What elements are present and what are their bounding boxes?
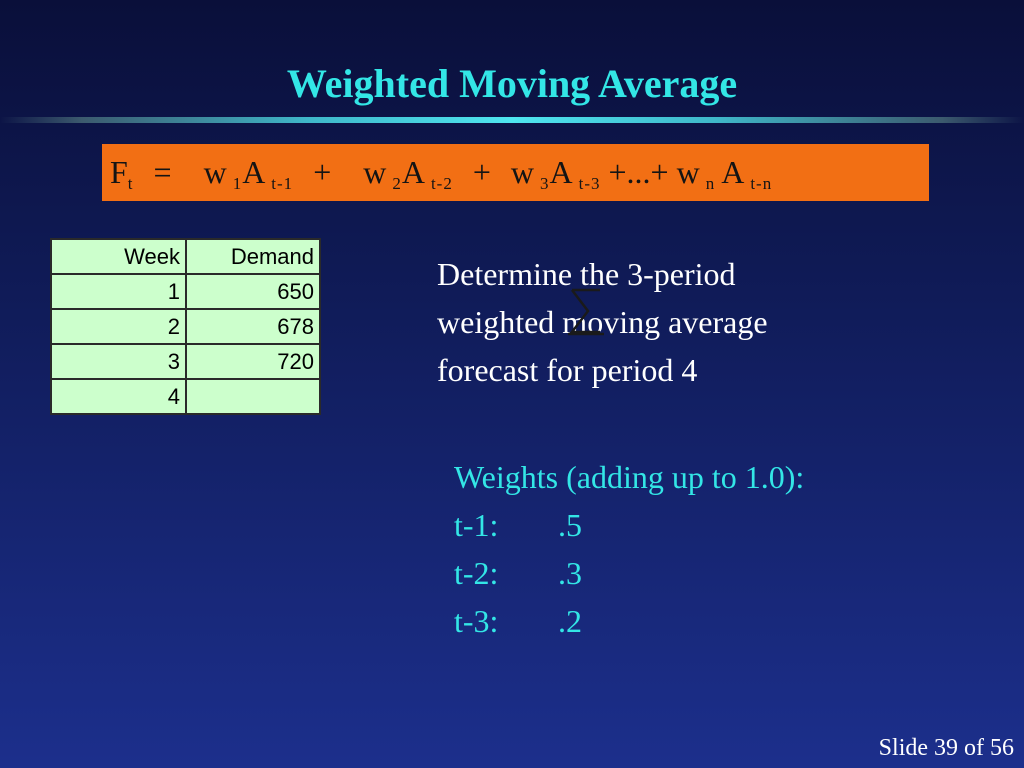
weight-label: t-3: — [454, 603, 499, 639]
weight-value: .5 — [558, 507, 582, 543]
table-cell-demand: 720 — [185, 343, 321, 380]
weight-value: .2 — [558, 603, 582, 639]
formula-wn: w — [676, 154, 700, 190]
formula-w2-sub: 2 — [392, 174, 402, 193]
weight-value: .3 — [558, 555, 582, 591]
table-row: 4 — [50, 378, 321, 415]
formula-An-sub: t-n — [750, 174, 773, 193]
formula-w3-sub: 3 — [540, 174, 550, 193]
formula-F-sub: t — [127, 174, 134, 193]
formula-w3: w — [510, 154, 534, 190]
table-cell-demand: 650 — [185, 273, 321, 310]
table-cell-week: 4 — [50, 378, 187, 415]
weight-row: t-2: .3 — [454, 549, 954, 597]
formula-ellipsis: +...+ — [608, 154, 669, 190]
weight-label: t-2: — [454, 555, 499, 591]
formula-A1-sub: t-1 — [271, 174, 294, 193]
table-cell-demand: 678 — [185, 308, 321, 345]
formula-w1-sub: 1 — [232, 174, 243, 193]
table-row: 2 678 — [50, 308, 321, 345]
table-header-row: Week Demand — [50, 238, 321, 275]
table-row: 3 720 — [50, 343, 321, 380]
weights-heading: Weights (adding up to 1.0): — [454, 459, 805, 495]
question-text: Determine the 3-period weighted moving a… — [437, 250, 887, 394]
formula-plus-2: + — [472, 154, 491, 190]
table-cell-demand — [185, 378, 321, 415]
slide-title: Weighted Moving Average — [286, 61, 738, 106]
table-cell-week: 3 — [50, 343, 187, 380]
table-header-demand: Demand — [185, 238, 321, 275]
weight-row: t-3: .2 — [454, 597, 954, 645]
formula-A3: A — [549, 154, 573, 190]
formula-A2: A — [401, 154, 425, 190]
formula-F: F — [110, 154, 128, 190]
summation-icon — [568, 288, 604, 336]
title-divider — [0, 117, 1024, 123]
formula-w1: w — [203, 154, 227, 190]
question-line: Determine the 3-period — [437, 256, 736, 292]
weight-row: t-1: .5 — [454, 501, 954, 549]
question-line: forecast for period 4 — [437, 352, 698, 388]
formula-An: A — [721, 154, 745, 190]
formula-A2-sub: t-2 — [430, 174, 453, 193]
formula-wn-sub: n — [705, 174, 716, 193]
slide-number: Slide 39 of 56 — [878, 735, 1014, 761]
question-line: weighted moving average — [437, 304, 768, 340]
formula-A3-sub: t-3 — [578, 174, 601, 193]
weight-label: t-1: — [454, 507, 499, 543]
table-row: 1 650 — [50, 273, 321, 310]
formula-equals: = — [153, 154, 172, 190]
formula-w2: w — [363, 154, 387, 190]
formula-plus-1: + — [313, 154, 332, 190]
table-cell-week: 1 — [50, 273, 187, 310]
weights-list: Weights (adding up to 1.0): t-1: .5 t-2:.… — [454, 453, 954, 645]
demand-table: Week Demand 1 650 2 678 3 720 4 — [50, 238, 321, 415]
table-header-week: Week — [50, 238, 187, 275]
table-cell-week: 2 — [50, 308, 187, 345]
formula-A1: A — [242, 154, 266, 190]
